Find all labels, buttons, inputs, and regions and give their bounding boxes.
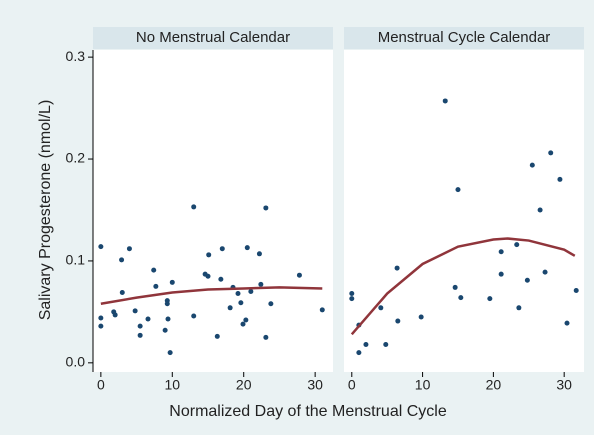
y-tick-label: 0.3 — [66, 48, 86, 64]
scatter-point — [573, 287, 579, 293]
x-tick-label: 0 — [348, 377, 356, 393]
scatter-point — [516, 305, 522, 311]
scatter-point — [227, 305, 233, 311]
scatter-point — [383, 341, 389, 347]
x-tick-label: 20 — [236, 377, 252, 393]
y-tick-label: 0.1 — [66, 252, 86, 268]
scatter-point — [98, 323, 104, 329]
scatter-point — [218, 276, 224, 282]
scatter-point — [452, 284, 458, 290]
scatter-point — [363, 341, 369, 347]
scatter-point — [112, 312, 118, 318]
scatter-point — [529, 162, 535, 168]
scatter-point — [564, 320, 570, 326]
x-tick-label: 30 — [307, 377, 323, 393]
scatter-point — [248, 289, 254, 294]
scatter-point — [442, 98, 448, 104]
scatter-point — [132, 308, 138, 314]
scatter-point — [548, 150, 554, 156]
scatter-point — [524, 277, 530, 283]
y-tick-label: 0.0 — [66, 354, 86, 370]
scatter-point — [205, 273, 211, 279]
x-tick-label: 10 — [415, 377, 431, 393]
scatter-point — [145, 316, 151, 322]
scatter-point — [119, 257, 125, 263]
scatter-point — [165, 316, 171, 322]
scatter-point — [514, 242, 520, 248]
scatter-point — [238, 300, 244, 306]
scatter-point — [378, 305, 384, 311]
scatter-point — [162, 327, 168, 333]
scatter-point — [542, 269, 548, 275]
scatter-point — [356, 350, 362, 356]
scatter-point — [258, 281, 264, 287]
scatter-point — [498, 249, 504, 255]
scatter-point — [349, 296, 355, 302]
scatter-point — [214, 333, 220, 339]
panel-strip — [344, 27, 584, 49]
panel-title: Menstrual Cycle Calendar — [378, 29, 551, 46]
panel-strip — [93, 27, 333, 49]
scatter-point — [169, 279, 175, 285]
scatter-point — [455, 187, 461, 193]
scatter-point — [98, 244, 104, 250]
scatter-point — [418, 314, 424, 320]
scatter-point — [98, 315, 104, 321]
y-axis-label: Salivary Progesterone (nmol/L) — [37, 100, 54, 321]
scatter-point — [167, 350, 173, 356]
x-tick-label: 30 — [556, 377, 572, 393]
scatter-point — [395, 318, 401, 324]
scatter-point — [191, 204, 197, 210]
x-tick-label: 20 — [486, 377, 502, 393]
plot-area — [344, 50, 584, 372]
scatter-point — [487, 296, 493, 302]
x-tick-label: 0 — [97, 377, 105, 393]
scatter-point — [119, 290, 125, 296]
scatter-point — [557, 176, 563, 182]
scatter-point — [164, 298, 170, 304]
scatter-point — [235, 291, 241, 297]
scatter-point — [268, 301, 274, 307]
scatter-point — [458, 295, 464, 301]
scatter-point — [137, 332, 143, 338]
scatter-point — [126, 246, 132, 252]
x-axis-label: Normalized Day of the Menstrual Cycle — [169, 403, 447, 420]
scatter-point — [243, 317, 249, 323]
x-tick-label: 10 — [164, 377, 180, 393]
scatter-point — [296, 272, 302, 278]
scatter-point — [151, 267, 157, 273]
panel-title: No Menstrual Calendar — [136, 29, 290, 46]
scatter-point — [498, 271, 504, 277]
scatter-point — [349, 291, 355, 297]
scatter-point — [244, 245, 250, 251]
scatter-point — [263, 334, 269, 340]
scatter-point — [240, 321, 246, 327]
plot-area — [93, 50, 333, 372]
fit-line — [350, 237, 576, 336]
scatter-point — [256, 251, 262, 257]
scatter-point — [319, 307, 325, 313]
scatter-point — [137, 323, 143, 329]
scatter-point — [153, 283, 159, 289]
scatter-point — [537, 207, 543, 213]
fit-line — [100, 286, 323, 305]
scatter-point — [191, 313, 197, 319]
scatter-point — [394, 265, 400, 271]
scatter-point — [263, 205, 269, 211]
scatter-point — [219, 246, 225, 252]
scatter-point — [206, 252, 212, 258]
y-tick-label: 0.2 — [66, 150, 86, 166]
